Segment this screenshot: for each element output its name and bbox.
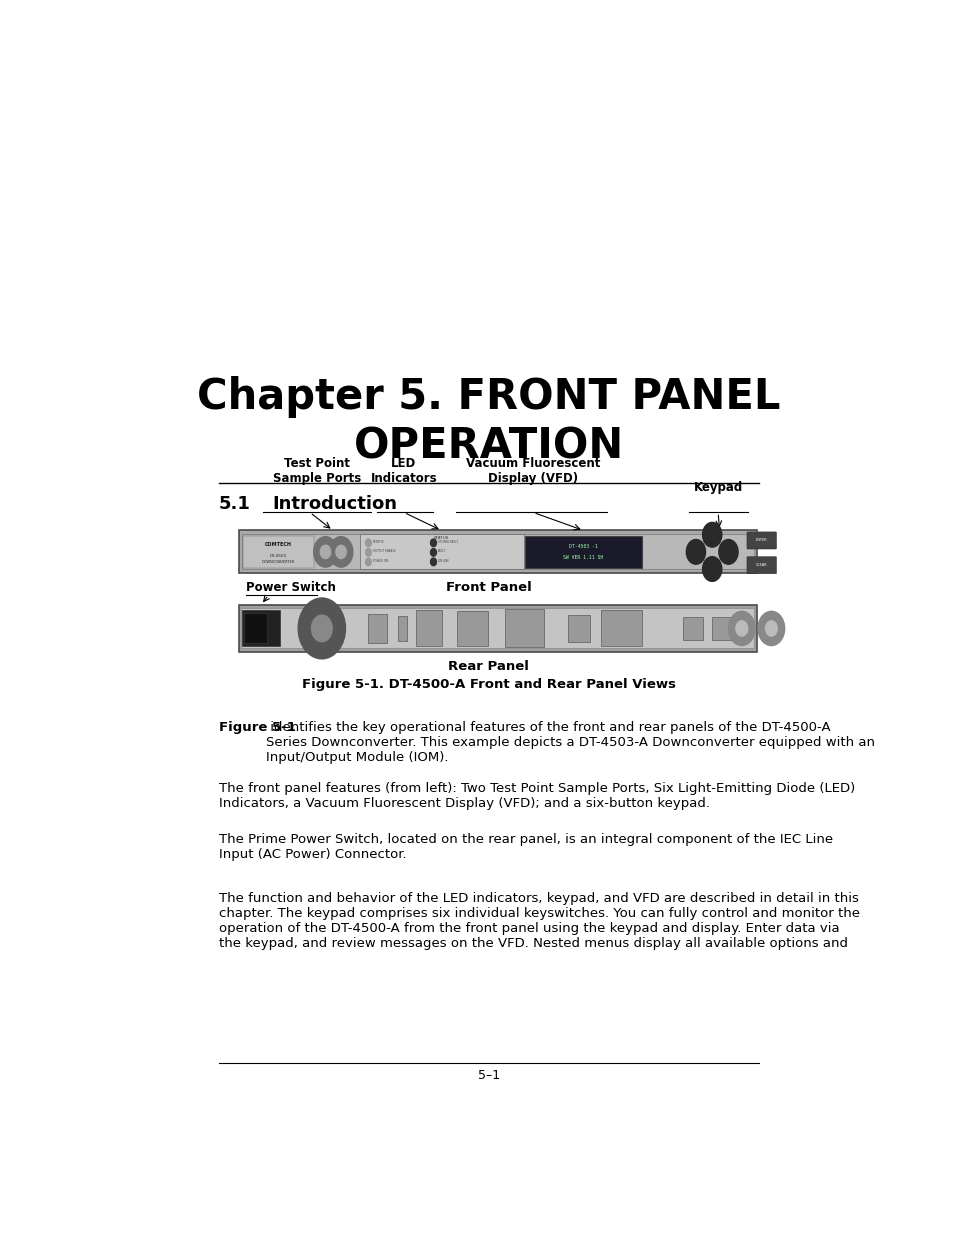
Text: STATUS: STATUS xyxy=(434,536,449,540)
Text: 5–1: 5–1 xyxy=(477,1068,499,1082)
FancyBboxPatch shape xyxy=(243,536,314,568)
Circle shape xyxy=(758,611,783,646)
Circle shape xyxy=(735,621,747,636)
FancyBboxPatch shape xyxy=(244,614,268,643)
Text: SW VER 1.11 SH: SW VER 1.11 SH xyxy=(563,555,603,561)
Text: DOWNCONVERTER: DOWNCONVERTER xyxy=(262,561,294,564)
Text: Chapter 5. FRONT PANEL
OPERATION: Chapter 5. FRONT PANEL OPERATION xyxy=(197,377,780,467)
Text: COMTECH: COMTECH xyxy=(265,542,292,547)
Text: Figure 5-1: Figure 5-1 xyxy=(219,721,295,734)
Circle shape xyxy=(298,598,345,658)
Text: 5.1: 5.1 xyxy=(219,495,251,514)
FancyBboxPatch shape xyxy=(524,536,641,568)
Text: Introduction: Introduction xyxy=(272,495,396,514)
Text: POWER ON: POWER ON xyxy=(373,559,388,563)
FancyBboxPatch shape xyxy=(567,615,590,642)
Text: Keypad: Keypad xyxy=(693,482,742,494)
FancyBboxPatch shape xyxy=(416,610,442,646)
FancyBboxPatch shape xyxy=(505,609,543,647)
Text: FAULT: FAULT xyxy=(437,550,445,553)
FancyBboxPatch shape xyxy=(746,557,776,574)
Circle shape xyxy=(314,537,337,567)
Text: ON LINE: ON LINE xyxy=(437,559,449,563)
FancyBboxPatch shape xyxy=(239,531,756,573)
Text: STORED FAULT: STORED FAULT xyxy=(437,540,457,543)
Circle shape xyxy=(728,611,755,646)
Text: OUTPUT ENABLE: OUTPUT ENABLE xyxy=(373,550,395,553)
FancyBboxPatch shape xyxy=(456,611,488,646)
Circle shape xyxy=(430,538,436,547)
Circle shape xyxy=(311,615,332,642)
Circle shape xyxy=(329,537,353,567)
Text: Front Panel: Front Panel xyxy=(446,580,531,594)
Circle shape xyxy=(719,540,738,564)
FancyBboxPatch shape xyxy=(239,605,756,652)
Text: Rear Panel: Rear Panel xyxy=(448,659,529,673)
Text: identifies the key operational features of the front and rear panels of the DT-4: identifies the key operational features … xyxy=(265,721,874,763)
Circle shape xyxy=(365,548,371,556)
FancyBboxPatch shape xyxy=(600,610,641,646)
FancyBboxPatch shape xyxy=(242,610,280,646)
Text: The Prime Power Switch, located on the rear panel, is an integral component of t: The Prime Power Switch, located on the r… xyxy=(219,832,832,861)
Text: The front panel features (from left): Two Test Point Sample Ports, Six Light-Emi: The front panel features (from left): Tw… xyxy=(219,782,855,809)
Circle shape xyxy=(430,548,436,556)
Text: The function and behavior of the LED indicators, keypad, and VFD are described i: The function and behavior of the LED ind… xyxy=(219,892,860,950)
FancyBboxPatch shape xyxy=(242,535,753,569)
Text: Test Point
Sample Ports: Test Point Sample Ports xyxy=(273,457,361,485)
Circle shape xyxy=(764,621,777,636)
FancyBboxPatch shape xyxy=(682,616,702,640)
Circle shape xyxy=(320,545,331,558)
Circle shape xyxy=(685,540,705,564)
Text: DT-4503: DT-4503 xyxy=(270,553,287,558)
Text: CLEAR: CLEAR xyxy=(755,563,767,567)
Circle shape xyxy=(365,538,371,547)
Text: Power Switch: Power Switch xyxy=(246,582,336,594)
FancyBboxPatch shape xyxy=(397,616,406,641)
FancyBboxPatch shape xyxy=(368,614,387,642)
Text: ENTER: ENTER xyxy=(755,538,767,542)
Text: Vacuum Fluorescent
Display (VFD): Vacuum Fluorescent Display (VFD) xyxy=(466,457,599,485)
Circle shape xyxy=(701,557,721,582)
Circle shape xyxy=(335,545,346,558)
Text: Figure 5-1. DT-4500-A Front and Rear Panel Views: Figure 5-1. DT-4500-A Front and Rear Pan… xyxy=(301,678,676,690)
Circle shape xyxy=(701,522,721,547)
FancyBboxPatch shape xyxy=(712,616,730,640)
FancyBboxPatch shape xyxy=(746,532,776,550)
Circle shape xyxy=(365,558,371,566)
Text: DT-4503 -1: DT-4503 -1 xyxy=(569,543,598,548)
Text: LED
Indicators: LED Indicators xyxy=(370,457,436,485)
FancyBboxPatch shape xyxy=(359,535,523,569)
FancyBboxPatch shape xyxy=(241,609,754,648)
Circle shape xyxy=(430,558,436,566)
Text: REMOTE: REMOTE xyxy=(373,540,384,543)
